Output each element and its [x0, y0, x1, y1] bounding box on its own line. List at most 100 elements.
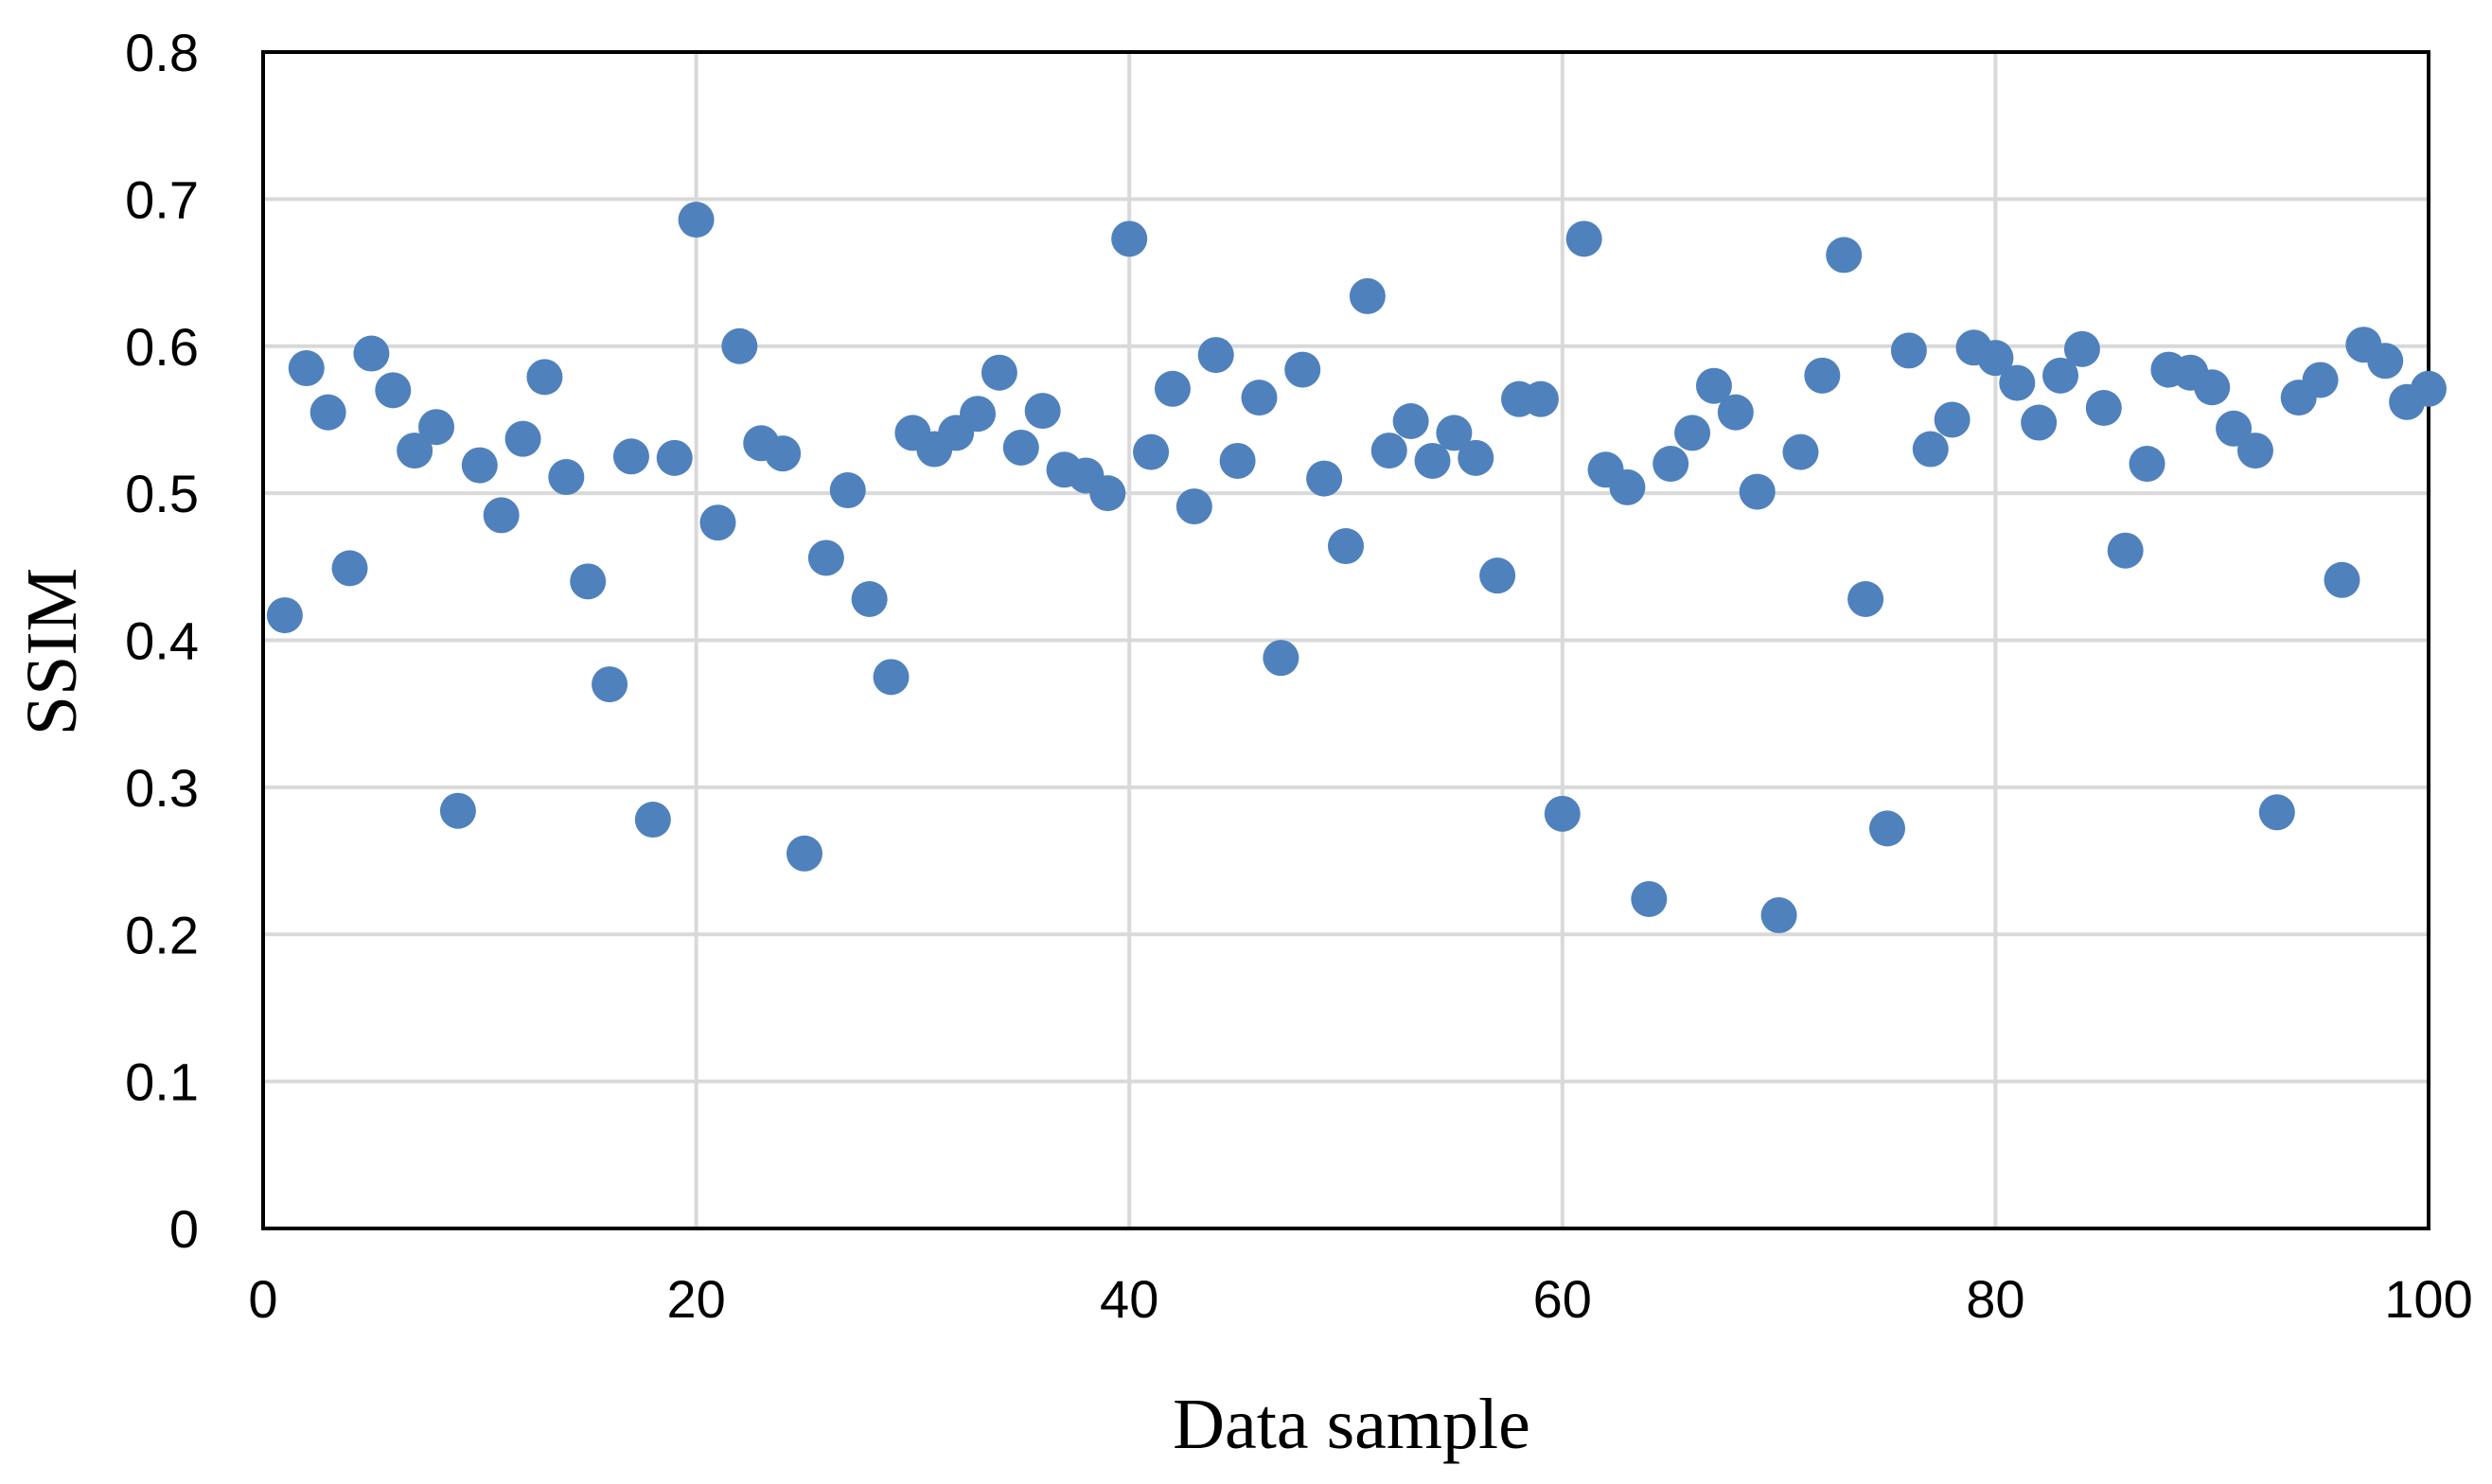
- data-point: [612, 438, 649, 475]
- data-point: [266, 597, 303, 634]
- data-point: [1782, 433, 1819, 470]
- data-point: [1089, 475, 1126, 512]
- data-point: [1197, 337, 1234, 374]
- data-point: [375, 372, 412, 409]
- data-point: [1695, 367, 1732, 404]
- data-point: [2411, 370, 2447, 407]
- data-point: [1609, 468, 1646, 505]
- data-point: [765, 435, 802, 472]
- data-point: [1111, 221, 1148, 257]
- data-point: [2021, 404, 2058, 441]
- data-point: [1652, 446, 1689, 483]
- y-tick-label: 0.4: [125, 611, 199, 671]
- data-point: [721, 327, 758, 364]
- data-point: [1392, 402, 1429, 439]
- data-point: [309, 394, 346, 431]
- data-point: [483, 497, 520, 534]
- data-point: [1739, 473, 1776, 510]
- data-point: [570, 563, 607, 600]
- y-axis-title: SSIM: [12, 568, 92, 735]
- data-point: [2194, 369, 2231, 406]
- x-tick-label: 80: [1966, 1269, 2024, 1329]
- data-point: [1414, 442, 1451, 479]
- data-point: [353, 335, 390, 372]
- data-point: [1154, 370, 1191, 407]
- data-point: [1977, 340, 2014, 377]
- data-point: [2085, 390, 2122, 427]
- data-point: [1890, 332, 1927, 369]
- data-point: [678, 202, 715, 238]
- y-tick-labels: 0 0.1 0.2 0.3 0.4 0.5 0.6 0.7 0.8: [125, 23, 199, 1259]
- x-tick-label: 60: [1533, 1269, 1592, 1329]
- data-point: [1436, 415, 1473, 451]
- x-axis-title: Data sample: [1173, 1385, 1530, 1464]
- data-points: [266, 202, 2447, 934]
- data-point: [1175, 488, 1212, 525]
- data-point: [1869, 810, 1905, 847]
- data-point: [1544, 795, 1581, 832]
- data-point: [1631, 880, 1668, 917]
- y-tick-label: 0: [169, 1199, 199, 1259]
- data-point: [2367, 343, 2404, 380]
- data-point: [548, 459, 585, 496]
- data-point: [1133, 433, 1170, 470]
- data-point: [1760, 897, 1797, 934]
- data-point: [1219, 442, 1256, 479]
- data-point: [2258, 794, 2295, 831]
- data-point: [2107, 532, 2144, 569]
- data-point: [2302, 362, 2339, 398]
- data-point: [1458, 439, 1494, 476]
- data-point: [1024, 393, 1061, 430]
- data-point: [461, 447, 498, 484]
- data-point: [1002, 429, 1039, 466]
- x-tick-labels: 0 20 40 60 80 100: [248, 1269, 2472, 1329]
- data-point: [981, 354, 1017, 391]
- data-point: [1263, 640, 1299, 677]
- y-tick-label: 0.8: [125, 23, 199, 82]
- data-point: [1804, 357, 1841, 394]
- data-point: [873, 659, 910, 696]
- data-point: [1328, 528, 1364, 565]
- x-tick-label: 20: [666, 1269, 725, 1329]
- data-point: [1912, 431, 1949, 468]
- data-point: [1370, 433, 1407, 469]
- data-point: [1565, 221, 1602, 257]
- data-point: [2236, 433, 2273, 469]
- data-point: [2216, 410, 2253, 447]
- data-point: [2129, 446, 2165, 483]
- data-point: [1522, 380, 1559, 417]
- y-tick-label: 0.5: [125, 464, 199, 523]
- data-point: [331, 550, 368, 587]
- data-point: [1284, 351, 1321, 388]
- data-point: [418, 409, 455, 446]
- data-point: [699, 504, 736, 541]
- x-tick-label: 40: [1100, 1269, 1158, 1329]
- x-tick-label: 100: [2384, 1269, 2472, 1329]
- data-point: [526, 359, 563, 396]
- y-tick-label: 0.7: [125, 169, 199, 229]
- y-tick-label: 0.3: [125, 758, 199, 818]
- data-point: [2324, 561, 2360, 598]
- plot-area-frame: [261, 50, 2430, 1230]
- data-point: [634, 802, 671, 839]
- data-point: [592, 666, 628, 703]
- data-point: [1934, 401, 1971, 438]
- data-point: [656, 439, 693, 476]
- data-point: [1847, 580, 1884, 617]
- data-point: [960, 396, 997, 433]
- data-point: [2063, 330, 2100, 367]
- gridlines: [261, 50, 2430, 1230]
- data-point: [829, 472, 866, 509]
- data-point: [1999, 364, 2036, 401]
- data-point: [504, 420, 541, 457]
- y-tick-label: 0.2: [125, 905, 199, 964]
- data-point: [1306, 460, 1343, 497]
- data-point: [439, 792, 476, 829]
- data-point: [786, 835, 822, 872]
- data-point: [1717, 394, 1754, 431]
- data-point: [288, 350, 325, 387]
- data-point: [1349, 277, 1386, 314]
- data-point: [1826, 237, 1863, 274]
- data-point: [807, 539, 844, 576]
